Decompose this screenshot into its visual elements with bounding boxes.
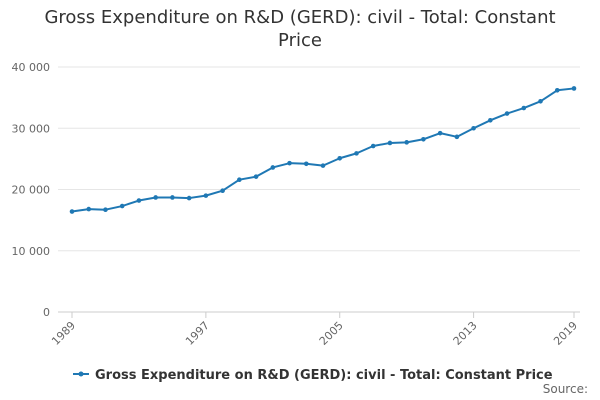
y-tick-label: 40 000 bbox=[12, 61, 51, 74]
x-tick-label: 2019 bbox=[551, 319, 580, 348]
data-point bbox=[136, 198, 142, 203]
data-point bbox=[488, 117, 493, 123]
series-line bbox=[71, 87, 575, 213]
data-point bbox=[421, 136, 426, 142]
x-tick-label: 2005 bbox=[317, 319, 346, 348]
data-point bbox=[571, 86, 577, 91]
data-point bbox=[303, 161, 309, 167]
legend-item: Gross Expenditure on R&D (GERD): civil -… bbox=[73, 368, 553, 383]
data-point bbox=[471, 125, 476, 131]
x-tick-label: 1989 bbox=[49, 319, 78, 348]
data-point bbox=[320, 163, 326, 168]
data-point bbox=[370, 143, 376, 149]
data-point bbox=[186, 195, 192, 201]
data-point bbox=[521, 105, 527, 111]
data-point bbox=[504, 111, 510, 116]
data-point bbox=[153, 195, 158, 200]
data-point bbox=[170, 195, 175, 200]
data-point bbox=[554, 87, 560, 93]
data-point bbox=[538, 99, 543, 104]
y-gridlines bbox=[58, 66, 580, 313]
data-point bbox=[387, 140, 393, 146]
data-point bbox=[119, 203, 125, 209]
data-point bbox=[69, 209, 75, 214]
data-point bbox=[287, 160, 292, 166]
data-point bbox=[253, 174, 259, 179]
data-point bbox=[454, 134, 460, 140]
source-label: Source: bbox=[542, 382, 588, 396]
data-point bbox=[220, 188, 225, 194]
data-point bbox=[103, 207, 108, 213]
y-tick-label: 10 000 bbox=[12, 245, 51, 258]
y-tick-label: 0 bbox=[43, 306, 50, 319]
data-point bbox=[437, 130, 443, 136]
y-tick-label: 30 000 bbox=[12, 122, 51, 135]
series-points bbox=[69, 86, 577, 214]
x-tick-label: 1997 bbox=[183, 319, 212, 348]
data-point bbox=[237, 177, 242, 182]
x-tick-label: 2013 bbox=[451, 319, 480, 348]
y-tick-label: 20 000 bbox=[12, 184, 51, 197]
data-point bbox=[203, 193, 209, 198]
legend-label: Gross Expenditure on R&D (GERD): civil -… bbox=[95, 368, 553, 383]
data-point bbox=[337, 155, 343, 161]
data-point bbox=[86, 206, 92, 212]
data-point bbox=[270, 165, 276, 170]
legend-marker bbox=[78, 371, 84, 377]
data-point bbox=[354, 151, 359, 156]
data-point bbox=[404, 140, 409, 145]
chart-title: Gross Expenditure on R&D (GERD): civil -… bbox=[44, 7, 556, 51]
